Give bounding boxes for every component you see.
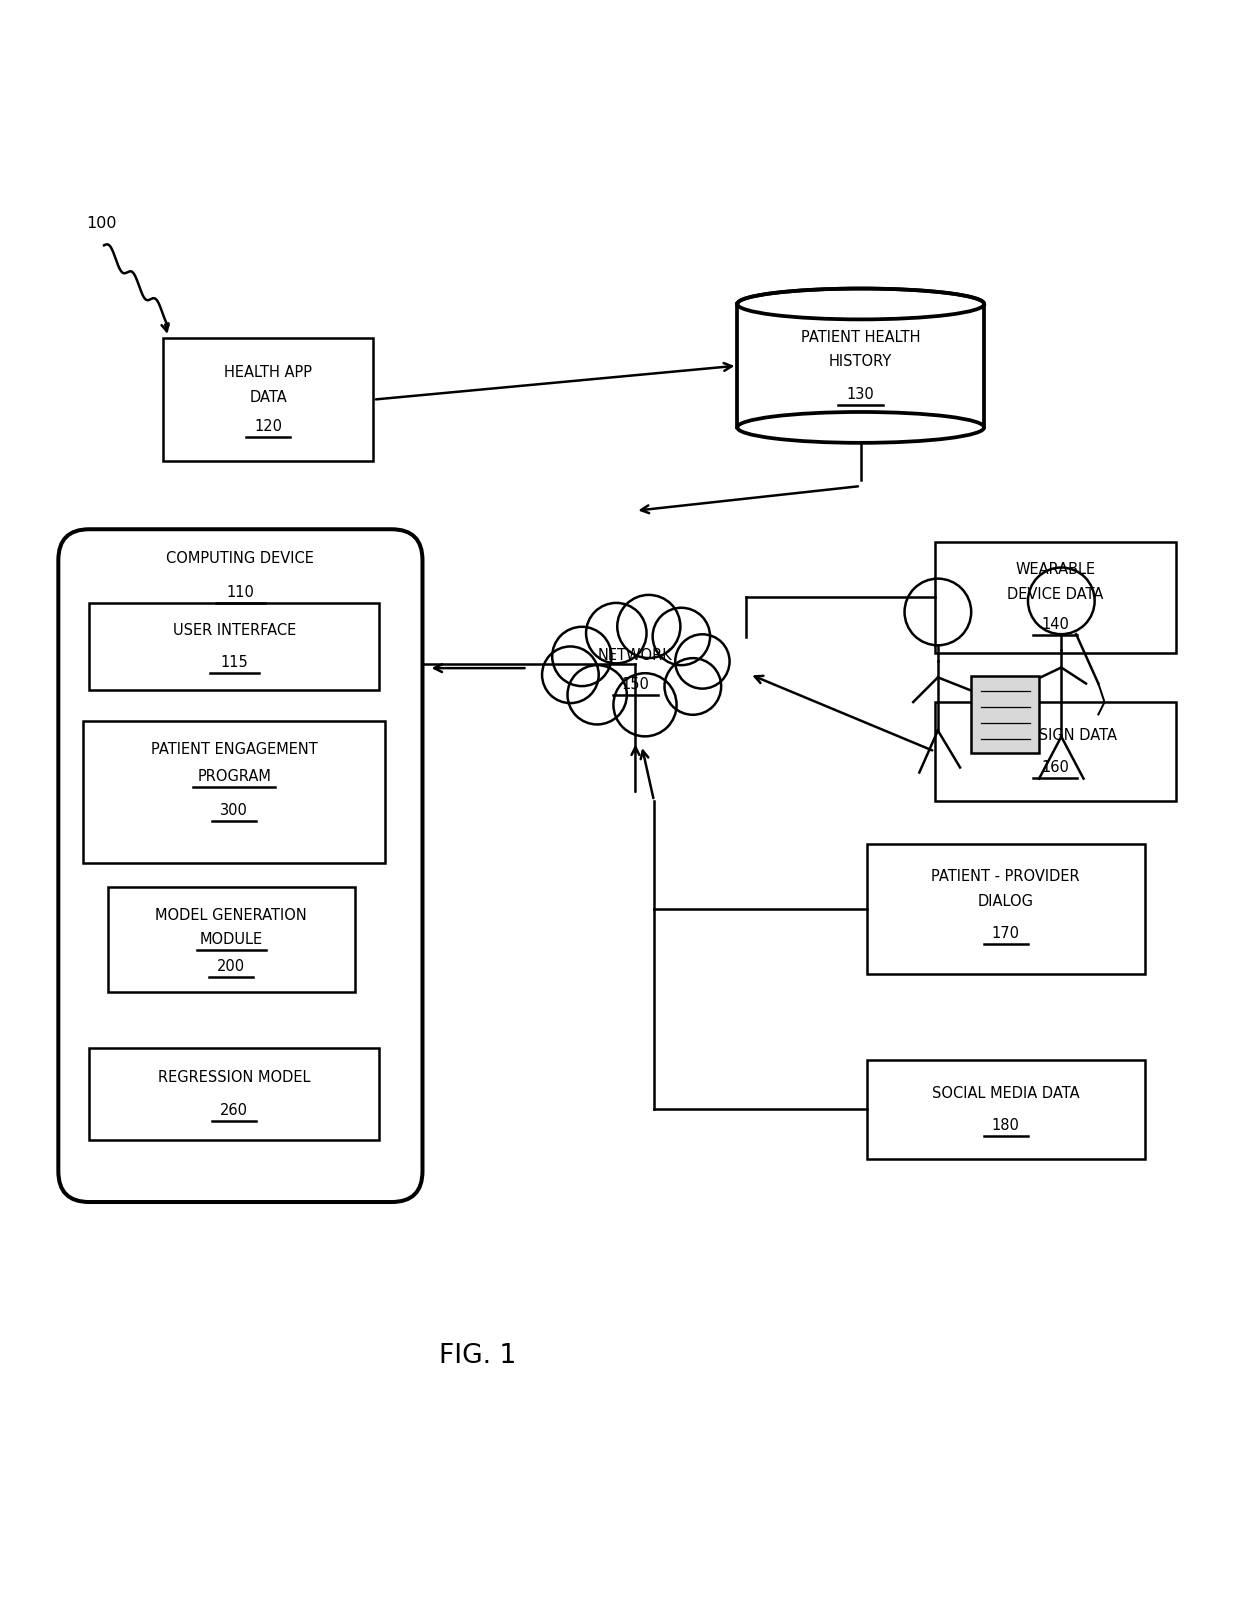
Text: USER INTERFACE: USER INTERFACE	[172, 623, 296, 638]
Bar	[935, 542, 1176, 652]
Text: REGRESSION MODEL: REGRESSION MODEL	[157, 1070, 310, 1086]
Bar	[164, 337, 373, 462]
Circle shape	[614, 673, 677, 736]
Bar	[89, 604, 379, 689]
Bar	[867, 844, 1145, 973]
Text: PATIENT HEALTH: PATIENT HEALTH	[801, 329, 920, 345]
FancyBboxPatch shape	[58, 529, 423, 1202]
Text: HISTORY: HISTORY	[830, 355, 893, 370]
Text: 160: 160	[1042, 760, 1069, 775]
Bar	[971, 676, 1039, 752]
Text: DEVICE DATA: DEVICE DATA	[1007, 587, 1104, 602]
Circle shape	[676, 634, 729, 689]
Text: 260: 260	[221, 1102, 248, 1117]
Bar	[935, 702, 1176, 801]
Circle shape	[618, 596, 681, 659]
Text: DATA: DATA	[249, 389, 286, 405]
Text: PROGRAM: PROGRAM	[197, 770, 272, 784]
Text: 150: 150	[621, 676, 650, 692]
Text: 110: 110	[227, 584, 254, 600]
Text: 300: 300	[221, 802, 248, 818]
Ellipse shape	[738, 412, 985, 442]
Text: VITAL SIGN DATA: VITAL SIGN DATA	[993, 728, 1117, 742]
Circle shape	[542, 647, 599, 704]
Circle shape	[552, 626, 611, 686]
Bar	[867, 1060, 1145, 1159]
Ellipse shape	[738, 289, 985, 320]
Text: 100: 100	[87, 216, 118, 231]
Circle shape	[587, 604, 646, 663]
Text: 180: 180	[992, 1119, 1019, 1133]
Text: COMPUTING DEVICE: COMPUTING DEVICE	[166, 552, 315, 567]
Text: SOCIAL MEDIA DATA: SOCIAL MEDIA DATA	[932, 1086, 1080, 1101]
Text: 130: 130	[847, 387, 874, 402]
Text: 200: 200	[217, 959, 246, 975]
Bar	[738, 303, 985, 428]
Text: WEARABLE: WEARABLE	[1016, 563, 1095, 578]
Circle shape	[665, 659, 722, 715]
Circle shape	[568, 665, 627, 725]
Text: MODEL GENERATION: MODEL GENERATION	[155, 907, 308, 923]
Text: FIG. 1: FIG. 1	[439, 1343, 517, 1369]
Text: 120: 120	[254, 420, 283, 434]
Text: 140: 140	[1042, 617, 1069, 631]
Text: HEALTH APP: HEALTH APP	[224, 365, 312, 379]
Bar	[83, 720, 386, 862]
Text: 170: 170	[992, 926, 1019, 941]
Text: NETWORK: NETWORK	[598, 649, 673, 663]
Text: MODULE: MODULE	[200, 933, 263, 947]
Bar	[108, 888, 355, 993]
Text: PATIENT ENGAGEMENT: PATIENT ENGAGEMENT	[151, 742, 317, 757]
Text: DIALOG: DIALOG	[978, 894, 1034, 909]
Text: PATIENT - PROVIDER: PATIENT - PROVIDER	[931, 870, 1080, 884]
Text: 115: 115	[221, 655, 248, 670]
Bar	[89, 1047, 379, 1141]
Circle shape	[652, 608, 711, 665]
